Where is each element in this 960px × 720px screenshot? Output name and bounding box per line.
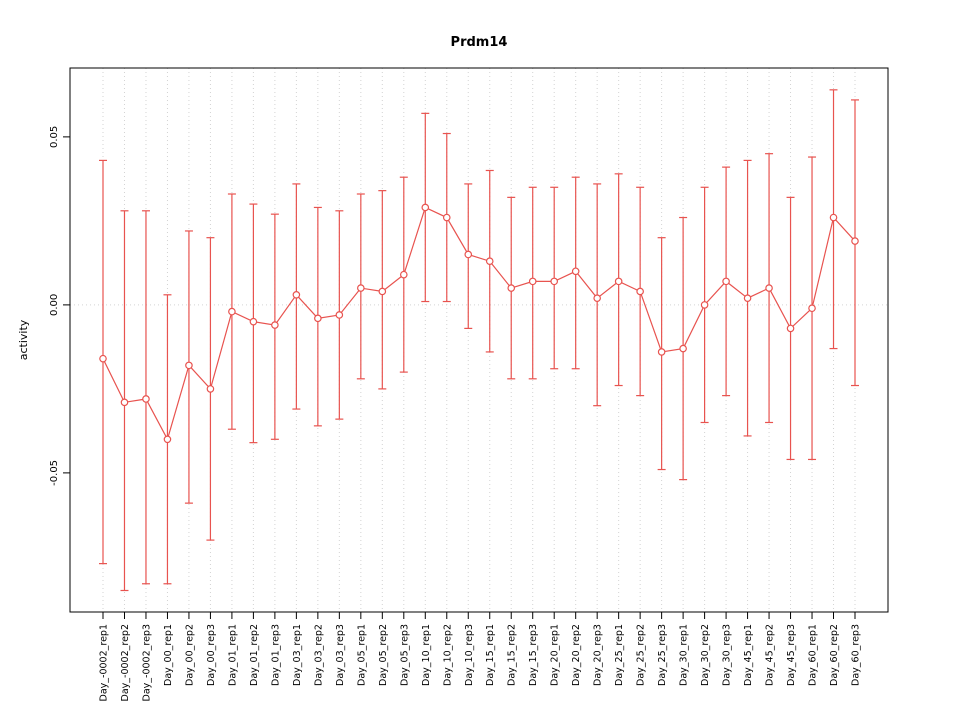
x-tick-label: Day_05_rep1 <box>356 624 367 686</box>
x-tick-label: Day_-0002_rep3 <box>141 624 152 701</box>
data-point <box>271 321 279 329</box>
x-tick-label: Day_20_rep1 <box>550 624 561 686</box>
x-tick-label: Day_20_rep3 <box>593 624 604 686</box>
x-tick-label: Day_45_rep1 <box>743 624 754 686</box>
data-point <box>163 435 172 444</box>
x-tick-label: Day_60_rep1 <box>808 624 819 686</box>
x-tick-label: Day_30_rep1 <box>679 624 690 686</box>
x-tick-label: Day_15_rep1 <box>485 624 496 686</box>
chart-title: Prdm14 <box>451 35 508 50</box>
data-point <box>550 277 559 286</box>
x-tick-label: Day_25_rep3 <box>657 624 668 686</box>
x-tick-label: Day_03_rep3 <box>335 624 346 686</box>
x-tick-label: Day_10_rep3 <box>464 624 475 686</box>
x-tick-label: Day_03_rep2 <box>313 624 324 686</box>
x-tick-label: Day_20_rep2 <box>571 624 582 686</box>
data-point <box>507 284 516 292</box>
data-point <box>679 344 687 353</box>
x-tick-label: Day_60_rep3 <box>851 624 862 686</box>
data-point <box>614 277 623 286</box>
x-tick-label: Day_00_rep2 <box>184 624 195 686</box>
data-point <box>722 277 730 286</box>
x-tick-label: Day_30_rep2 <box>700 624 711 686</box>
data-point <box>335 311 344 319</box>
x-tick-label: Day_01_rep1 <box>227 624 238 686</box>
data-point <box>442 213 451 222</box>
data-point <box>314 314 322 323</box>
data-point <box>378 287 387 296</box>
x-tick-label: Day_45_rep2 <box>765 624 776 686</box>
x-tick-label: Day_30_rep3 <box>722 624 733 686</box>
x-tick-label: Day_05_rep2 <box>378 624 389 686</box>
x-tick-label: Day_-0002_rep1 <box>99 624 110 701</box>
y-tick-label: 0.05 <box>49 126 60 148</box>
data-point <box>142 395 150 403</box>
data-point <box>206 385 215 393</box>
series-line <box>102 206 856 441</box>
x-tick-label: Day_-0002_rep2 <box>120 624 131 701</box>
data-point <box>636 287 644 296</box>
x-tick-label: Day_15_rep3 <box>528 624 539 686</box>
data-point <box>464 250 473 259</box>
x-tick-label: Day_25_rep2 <box>636 624 647 686</box>
y-tick-label: -0.05 <box>49 460 60 486</box>
x-tick-label: Day_25_rep1 <box>614 624 625 686</box>
x-tick-label: Day_15_rep2 <box>507 624 518 686</box>
data-point <box>528 277 537 286</box>
data-point <box>249 317 258 326</box>
x-tick-label: Day_03_rep1 <box>292 624 303 686</box>
plot-border <box>69 67 889 613</box>
data-point <box>571 267 580 276</box>
y-tick-label: 0.00 <box>49 294 60 316</box>
data-point <box>399 270 408 279</box>
y-axis-title: activity <box>17 319 30 360</box>
x-tick-label: Day_10_rep1 <box>421 624 432 686</box>
data-point <box>120 398 129 407</box>
data-point <box>99 354 107 363</box>
data-point <box>485 257 494 266</box>
data-point <box>743 294 752 302</box>
data-point <box>700 301 709 309</box>
x-tick-label: Day_00_rep1 <box>163 624 174 686</box>
data-point <box>185 361 193 370</box>
data-point <box>421 203 430 212</box>
x-tick-label: Day_05_rep3 <box>399 624 410 686</box>
x-tick-label: Day_10_rep2 <box>442 624 453 686</box>
data-point <box>228 307 236 316</box>
data-point <box>851 237 859 245</box>
data-point <box>829 213 838 222</box>
x-tick-label: Day_01_rep2 <box>249 624 260 686</box>
data-point <box>657 348 666 356</box>
x-tick-label: Day_60_rep2 <box>829 624 840 686</box>
data-point <box>786 324 795 333</box>
x-tick-label: Day_00_rep3 <box>206 624 217 686</box>
data-point <box>357 284 365 292</box>
x-tick-label: Day_01_rep3 <box>270 624 281 686</box>
data-point <box>765 284 773 292</box>
data-point <box>593 294 601 302</box>
data-point <box>808 304 816 313</box>
x-tick-label: Day_45_rep3 <box>786 624 797 686</box>
data-point <box>292 291 301 299</box>
